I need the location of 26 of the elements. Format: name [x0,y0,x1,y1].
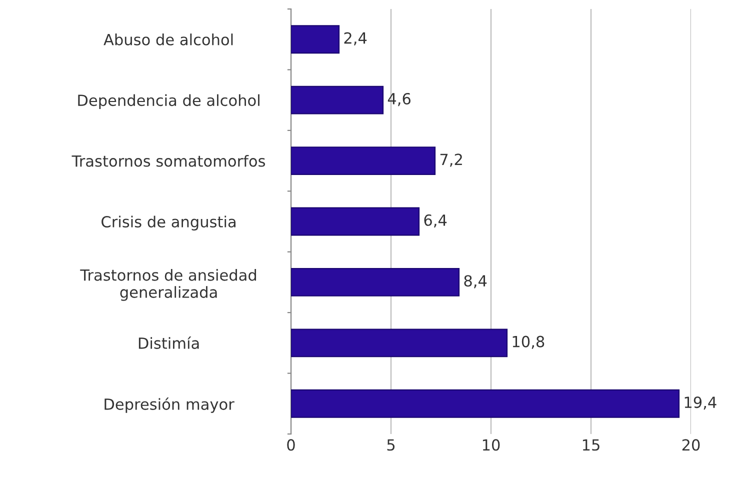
bar [291,25,340,54]
x-tick-label: 10 [482,439,500,451]
x-tick-label: 5 [387,439,395,451]
y-tick-label: Crisis de angustia [102,216,236,230]
data-label: 2,4 [344,32,367,46]
y-tick-label: Abuso de alcohol [104,34,233,46]
x-tick-label: 0 [287,439,295,451]
y-tick-label: Distimía [138,336,199,349]
bar [291,207,420,236]
data-label: 6,4 [424,214,447,228]
data-label: 10,8 [512,336,544,349]
data-label: 4,6 [388,92,410,106]
data-label: 19,4 [684,396,716,410]
x-tick-label: 20 [682,439,700,451]
bar [291,328,508,358]
data-label: 7,2 [440,154,462,167]
y-tick-label: Depresión mayor [104,398,234,413]
bar [291,389,680,418]
y-tick-label: Trastornos de ansiedad generalizada [80,269,256,301]
y-tick-label: Dependencia de alcohol [78,94,260,110]
bar [291,268,460,296]
bar [291,86,384,114]
bar [291,146,436,175]
x-tick-label: 15 [582,439,600,451]
y-tick-label: Trastornos somatomorfos [72,154,266,167]
data-label: 8,4 [464,275,487,288]
